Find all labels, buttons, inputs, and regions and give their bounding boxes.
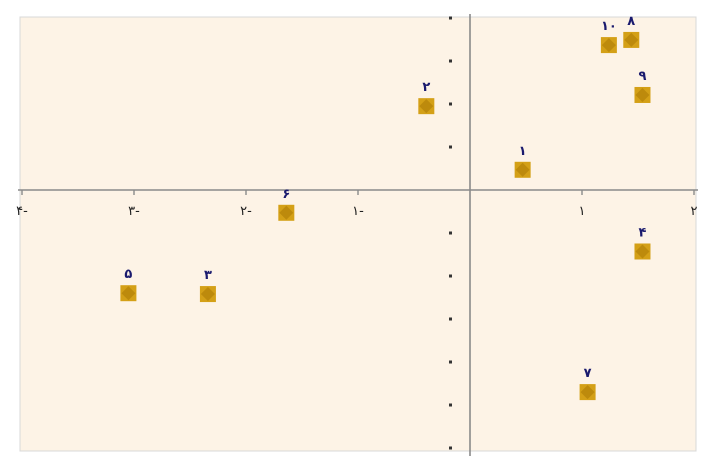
point-label: ۱۰ (601, 19, 617, 34)
y-tick-mark (449, 403, 452, 407)
point-label: ۲ (422, 80, 430, 95)
point-marker-inner (580, 385, 595, 400)
x-tick-label: ۴- (16, 204, 28, 219)
data-point: ۱۰ (600, 19, 617, 54)
y-tick-mark (449, 145, 452, 149)
point-label: ۵ (124, 267, 132, 282)
y-tick-mark (449, 317, 452, 321)
point-marker-inner (624, 32, 639, 47)
point-marker-inner (635, 244, 650, 259)
tick-labels: ۴- ۳- ۲- ۱- ۱ ۲ (16, 204, 697, 219)
x-tick-label: ۱ (579, 204, 586, 219)
data-point: ۱ (514, 144, 531, 178)
data-points: ۱ ۲ ۳ ۴ ۵ ۶ ۷ ۸ ۹ ۱۰ (120, 14, 651, 401)
x-tick-label: ۱- (352, 204, 364, 219)
y-tick-mark (449, 446, 452, 450)
data-point: ۳ (199, 268, 216, 303)
data-point: ۲ (418, 80, 435, 115)
point-marker-inner (121, 286, 136, 301)
x-tick-label: ۳- (128, 204, 140, 219)
point-marker-inner (635, 87, 650, 102)
point-label: ۹ (639, 69, 647, 84)
y-tick-mark (449, 360, 452, 364)
data-point: ۷ (579, 366, 596, 401)
point-marker-inner (515, 162, 530, 177)
y-tick-mark (449, 59, 452, 63)
y-tick-mark (449, 102, 452, 106)
y-tick-mark (449, 231, 452, 235)
y-tick-mark (449, 16, 452, 20)
data-point: ۵ (120, 267, 137, 302)
point-marker-inner (200, 287, 215, 302)
data-point: ۹ (634, 69, 651, 103)
point-label: ۸ (627, 14, 635, 29)
point-label: ۱ (519, 144, 527, 159)
point-marker-inner (279, 205, 294, 220)
axes (18, 14, 698, 456)
point-label: ۷ (584, 366, 592, 381)
point-label: ۳ (204, 268, 212, 283)
x-tick-label: ۲- (240, 204, 252, 219)
point-marker-inner (601, 38, 616, 53)
x-tick-label: ۲ (691, 204, 698, 219)
data-point: ۴ (634, 225, 651, 260)
point-marker-inner (419, 99, 434, 114)
point-label: ۶ (282, 187, 290, 202)
data-point: ۸ (623, 14, 640, 48)
point-label: ۴ (639, 225, 647, 240)
data-point: ۶ (278, 187, 295, 221)
plot-area (19, 16, 697, 452)
y-tick-mark (449, 274, 452, 278)
